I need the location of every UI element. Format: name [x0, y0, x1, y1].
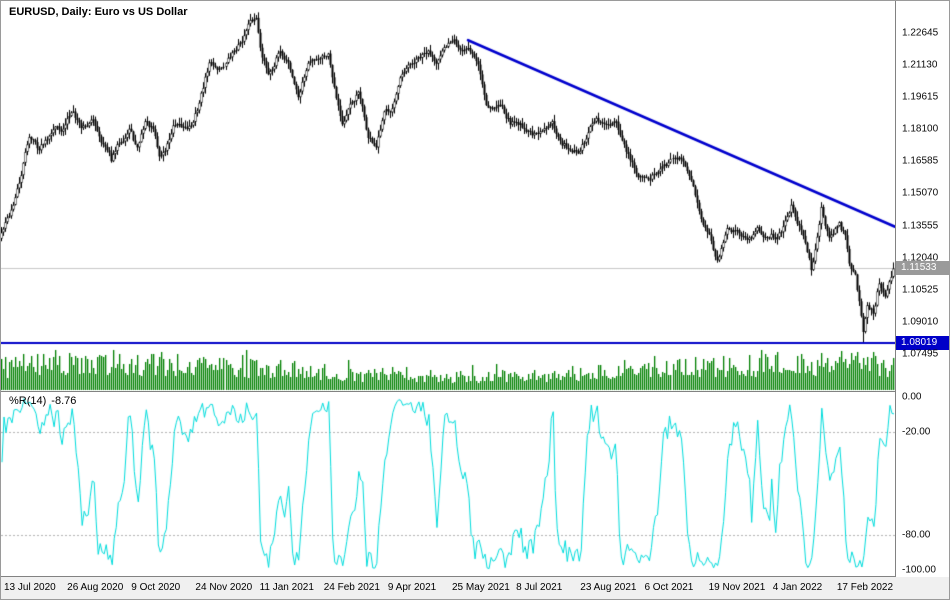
- price-tick-label: 1.15070: [902, 187, 939, 199]
- indicator-tick-label: -80.00: [902, 529, 931, 541]
- indicator-name: %R(14): [9, 395, 47, 407]
- candlestick-chart-canvas[interactable]: [1, 1, 895, 391]
- date-label: 26 Aug 2020: [67, 582, 124, 593]
- indicator-value: -8.76: [51, 395, 77, 407]
- date-label: 25 May 2021: [452, 582, 510, 593]
- chart-title: EURUSD, Daily: Euro vs US Dollar: [9, 6, 188, 18]
- date-label: 9 Apr 2021: [387, 582, 437, 593]
- price-tick-label: 1.18100: [902, 123, 939, 135]
- main-chart-panel: EURUSD, Daily: Euro vs US Dollar: [1, 1, 895, 392]
- hline-price-badge: 1.08019: [896, 335, 949, 350]
- price-tick-label: 1.16585: [902, 155, 939, 167]
- date-label: 24 Feb 2021: [323, 582, 380, 593]
- price-tick-label: 1.19615: [902, 91, 939, 103]
- date-label: 24 Nov 2020: [195, 582, 253, 593]
- date-label: 4 Jan 2022: [772, 582, 823, 593]
- price-tick-label: 1.12040: [902, 252, 939, 264]
- price-tick-label: 1.07495: [902, 348, 939, 360]
- date-label: 13 Jul 2020: [4, 582, 56, 593]
- williams-r-panel: %R(14) -8.76: [1, 392, 895, 577]
- time-axis[interactable]: 13 Jul 2020 26 Aug 2020 9 Oct 2020 24 Nov 2…: [1, 577, 949, 599]
- indicator-tick-label: -100.00: [902, 564, 936, 576]
- price-tick-label: 1.21130: [902, 59, 938, 71]
- date-label: 9 Oct 2020: [131, 582, 181, 593]
- date-label: 19 Nov 2021: [708, 582, 766, 593]
- indicator-tick-label: -20.00: [902, 426, 931, 438]
- indicator-tick-label: 0.00: [902, 391, 922, 403]
- williams-r-canvas[interactable]: [1, 392, 895, 576]
- price-tick-label: 1.22645: [902, 27, 939, 39]
- price-tick-label: 1.09010: [902, 316, 939, 328]
- current-price-badge: 1.11533: [896, 261, 949, 276]
- date-label: 17 Feb 2022: [836, 582, 894, 593]
- date-label: 11 Jan 2021: [259, 582, 314, 593]
- price-scale[interactable]: 1.11533 1.08019 1.22645 1.21130 1.19615 1.1…: [895, 1, 949, 577]
- date-label: 23 Aug 2021: [580, 582, 637, 593]
- indicator-label: %R(14) -8.76: [9, 395, 81, 407]
- price-tick-label: 1.10525: [902, 284, 939, 296]
- price-tick-label: 1.13555: [902, 220, 939, 232]
- date-label: 8 Jul 2021: [516, 582, 563, 593]
- date-label: 6 Oct 2021: [644, 582, 694, 593]
